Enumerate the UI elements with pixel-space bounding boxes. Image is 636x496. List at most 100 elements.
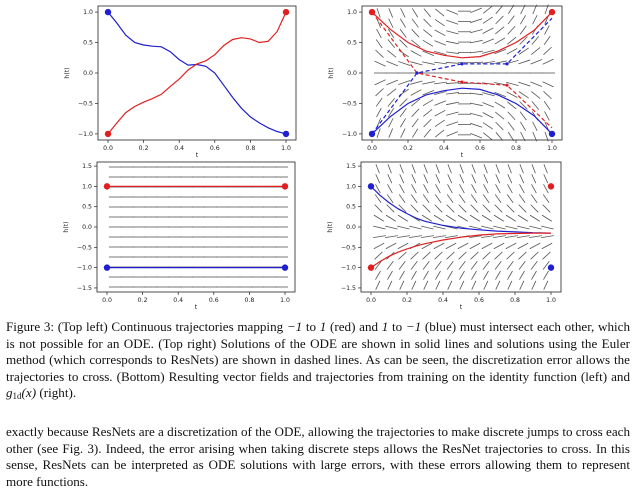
vector-arrow — [541, 242, 553, 250]
vector-arrow — [519, 164, 524, 174]
vector-arrow — [434, 100, 447, 106]
vector-arrow — [531, 36, 540, 45]
vector-arrow — [470, 204, 479, 213]
x-tick-label: 0.0 — [102, 297, 112, 304]
vector-arrow — [411, 174, 417, 184]
x-tick-label: 0.2 — [402, 297, 412, 304]
x-tick-label: 0.8 — [510, 297, 520, 304]
vector-arrow — [493, 242, 505, 250]
x-axis-label: t — [461, 152, 464, 159]
vector-arrow — [446, 9, 459, 15]
y-tick-label: −1.5 — [341, 285, 356, 292]
y-tick-label: 0.5 — [347, 40, 357, 47]
vector-arrow — [541, 214, 552, 222]
endpoint-marker — [367, 264, 375, 271]
plot-frame — [97, 5, 297, 141]
vector-arrow — [445, 235, 458, 238]
vector-arrow — [387, 107, 395, 118]
vector-arrow — [445, 82, 459, 84]
vector-arrow — [543, 184, 549, 194]
vector-arrow — [397, 214, 408, 222]
vector-arrow — [471, 184, 477, 194]
vector-arrow — [411, 118, 419, 128]
vector-arrow — [505, 242, 517, 250]
vector-arrow — [435, 8, 445, 17]
panel-bottom-right: 0.0 0.2 0.4 0.6 0.8 1.0 1.5 1.0 0.5 0.0 −0.5 −1.0 −1… — [327, 161, 562, 311]
vector-arrow — [422, 99, 434, 107]
vector-arrow — [519, 184, 525, 194]
vector-arrow — [494, 261, 502, 270]
vector-arrow — [494, 194, 502, 204]
vector-arrow — [373, 225, 386, 230]
vector-arrow — [410, 89, 422, 96]
vector-arrow — [471, 280, 477, 290]
vector-arrow — [483, 280, 489, 290]
vector-arrow — [447, 270, 453, 280]
vector-arrow — [446, 40, 459, 45]
vector-arrow — [495, 270, 501, 280]
vector-arrow — [400, 8, 406, 18]
y-tick-label: 0.5 — [83, 40, 93, 47]
endpoint-marker — [282, 130, 290, 138]
vector-arrow — [507, 131, 515, 142]
vector-arrow — [411, 164, 416, 174]
vector-arrow — [375, 184, 381, 194]
vector-arrow — [518, 91, 529, 99]
vector-arrow — [434, 109, 446, 117]
vector-arrow — [374, 261, 382, 270]
vector-arrow — [493, 235, 506, 238]
vector-arrow — [423, 280, 429, 290]
vector-arrow — [481, 214, 492, 222]
vector-arrow — [375, 88, 384, 97]
y-tick-label: −1.5 — [77, 285, 92, 292]
x-tick-label: 1.0 — [547, 145, 557, 152]
vector-arrow — [423, 29, 433, 38]
vector-arrow — [373, 235, 386, 238]
vector-arrow — [423, 118, 432, 128]
vector-arrow — [434, 29, 446, 37]
endpoint-marker — [368, 130, 376, 138]
vector-arrow — [530, 251, 539, 260]
vector-arrow — [493, 225, 506, 230]
vector-arrow — [517, 225, 530, 230]
vector-arrow — [399, 164, 404, 174]
vector-arrow — [399, 108, 407, 118]
vector-arrow — [433, 235, 446, 238]
x-tick-label: 0.6 — [209, 297, 219, 304]
vector-arrow — [446, 51, 459, 54]
vector-arrow — [435, 129, 445, 138]
vector-arrow — [482, 194, 490, 204]
vector-arrow — [505, 235, 518, 238]
vector-arrow — [434, 90, 447, 96]
vector-arrow — [543, 270, 549, 280]
vector-arrow — [506, 204, 515, 213]
endpoint-marker — [548, 8, 556, 16]
vector-arrow — [376, 128, 381, 138]
vector-arrow — [505, 225, 518, 230]
body-paragraph: exactly because ResNets are a discretiza… — [6, 424, 630, 489]
vector-arrow — [410, 61, 423, 66]
vector-arrow — [385, 235, 398, 238]
endpoint-marker — [367, 183, 375, 190]
y-tick-label: −0.5 — [77, 244, 92, 251]
vector-arrow — [399, 28, 407, 38]
vector-arrow — [434, 50, 447, 56]
vector-arrow — [470, 133, 483, 139]
vector-arrow — [386, 79, 399, 86]
vector-arrow — [409, 225, 422, 230]
vector-arrow — [470, 102, 483, 107]
euler-step-point — [460, 80, 464, 84]
endpoint-marker — [281, 264, 289, 271]
vector-arrow — [519, 174, 525, 184]
vector-arrow — [469, 61, 483, 64]
vector-arrow — [411, 18, 419, 28]
vector-arrow — [374, 194, 382, 204]
vector-arrow — [422, 50, 435, 56]
vector-arrow — [481, 242, 493, 250]
vector-arrow — [434, 204, 443, 213]
vector-arrow — [374, 79, 386, 86]
vector-arrow — [494, 101, 506, 109]
x-tick-label: 0.6 — [474, 297, 484, 304]
y-tick-label: 0.0 — [346, 224, 356, 231]
x-tick-label: 0.8 — [244, 297, 254, 304]
